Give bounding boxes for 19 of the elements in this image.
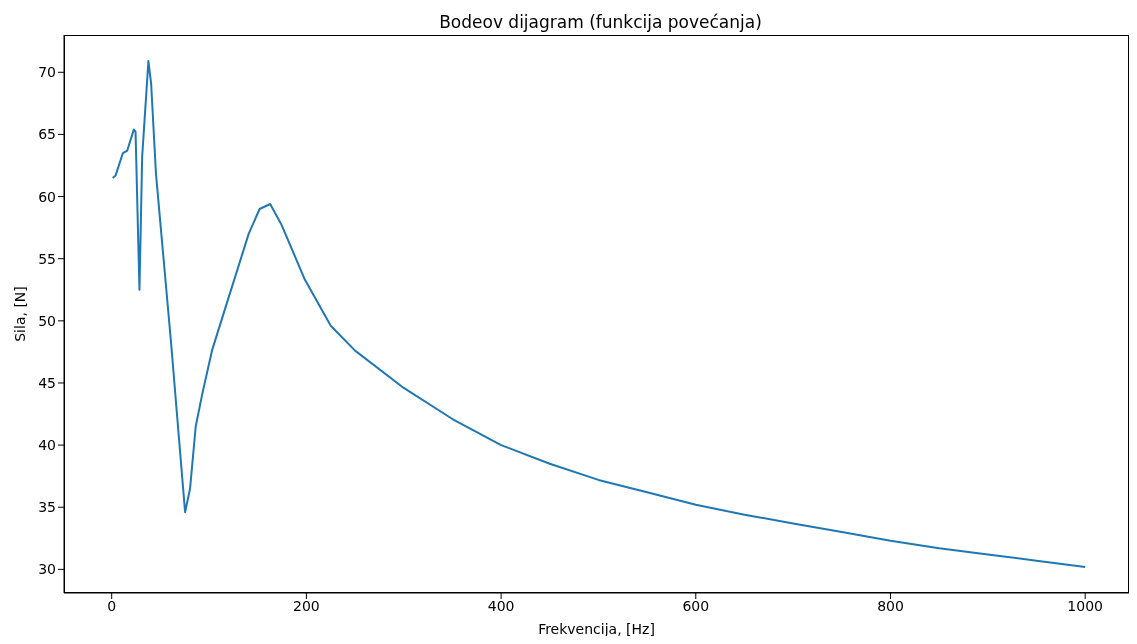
x-tick-label: 800 — [877, 597, 904, 614]
y-tick-label: 65 — [38, 126, 56, 143]
y-tick-label: 30 — [38, 561, 56, 578]
chart-title: Bodeov dijagram (funkcija povećanja) — [438, 12, 763, 32]
x-axis-title: Frekvencija, [Hz] — [538, 621, 655, 637]
line-series — [111, 60, 1087, 568]
x-tick-label: 400 — [487, 597, 515, 614]
y-tick-label: 55 — [38, 250, 56, 267]
y-tick-label: 45 — [38, 374, 56, 391]
x-tick-label: 1000 — [1067, 597, 1104, 614]
x-tick-label: 600 — [682, 597, 710, 614]
y-tick-label: 35 — [38, 499, 56, 516]
y-tick-label: 50 — [38, 312, 56, 329]
y-tick-label: 40 — [38, 437, 56, 454]
y-tick-label: 60 — [38, 188, 56, 205]
y-tick-label: 70 — [38, 64, 56, 81]
x-tick-label: 0 — [107, 597, 117, 614]
x-tick-label: 200 — [293, 597, 320, 614]
y-axis-title: Sila, [N] — [11, 286, 28, 342]
